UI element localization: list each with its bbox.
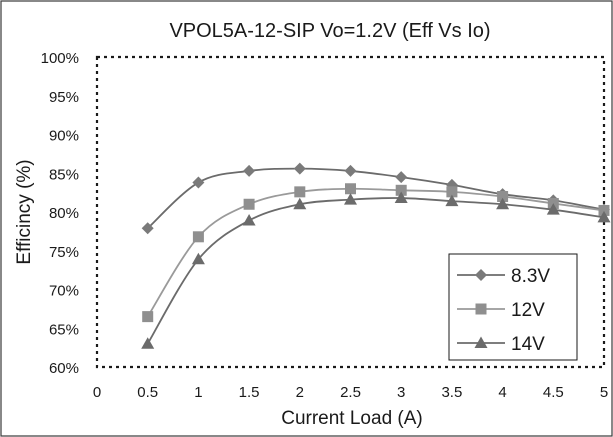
x-tick-label: 0.5 [137,384,158,401]
y-tick-label: 75% [49,244,79,261]
triangle-marker [445,194,459,207]
y-tick-label: 65% [49,321,79,338]
legend-label: 14V [511,334,545,355]
x-axis-label: Current Load (A) [281,408,423,429]
x-tick-label: 2.5 [340,384,361,401]
triangle-marker [191,252,205,265]
legend-label: 8.3V [511,266,550,287]
diamond-marker [395,171,408,184]
series-line [146,187,605,318]
square-marker [243,198,255,210]
x-tick-label: 1 [194,384,202,401]
diamond-marker [141,222,154,235]
triangle-marker [496,197,510,210]
square-marker [598,204,610,216]
triangle-marker [242,214,256,226]
triangle-marker [546,203,560,215]
series-line [146,197,605,345]
triangle-marker [597,210,611,223]
x-tick-label: 3.5 [441,384,462,401]
series-layer [141,162,611,349]
x-axis-ticks: 0 0.5 1 1.5 2 2.5 3 3.5 4 4.5 5 [93,384,608,401]
legend-triangle-icon [474,336,488,348]
y-axis-ticks: 60% 65% 70% 75% 80% 85% 90% 95% 100% [41,50,79,377]
x-tick-label: 3 [397,384,405,401]
square-marker [345,183,356,195]
y-tick-label: 80% [49,205,79,222]
triangle-marker [141,337,155,349]
legend-label: 12V [511,300,545,321]
legend-item: 8.3V [457,266,550,287]
y-tick-label: 70% [49,283,79,300]
x-tick-label: 4.5 [543,384,564,401]
square-marker [192,231,204,243]
y-tick-label: 90% [49,128,79,145]
series-14v [141,191,611,349]
square-marker [497,191,509,202]
x-tick-label: 2 [296,384,304,401]
triangle-marker [344,193,357,205]
legend: 8.3V 12V 14V [448,253,578,361]
y-tick-label: 100% [41,50,79,67]
x-tick-label: 0 [93,384,101,401]
legend-square-icon [475,303,487,315]
triangle-marker [293,197,307,210]
diamond-marker [192,176,205,189]
diamond-marker [243,164,256,177]
square-marker [294,186,306,198]
legend-item: 14V [457,334,545,355]
plot-area [95,55,606,369]
square-marker [395,184,407,196]
square-marker [142,311,154,323]
x-tick-label: 4 [498,384,506,401]
y-axis-label: Efficincy (%) [14,159,35,264]
legend-diamond-icon [475,269,487,281]
y-tick-label: 85% [49,166,79,183]
x-tick-label: 5 [600,384,608,401]
series-line [147,167,605,229]
square-marker [446,186,458,198]
triangle-marker [394,191,408,204]
y-tick-label: 95% [49,89,79,106]
legend-item: 12V [457,300,545,321]
chart-title: VPOL5A-12-SIP Vo=1.2V (Eff Vs Io) [169,20,490,42]
y-tick-label: 60% [49,360,79,377]
diamond-marker [293,162,306,175]
x-tick-label: 1.5 [239,384,260,401]
diamond-marker [344,164,357,177]
